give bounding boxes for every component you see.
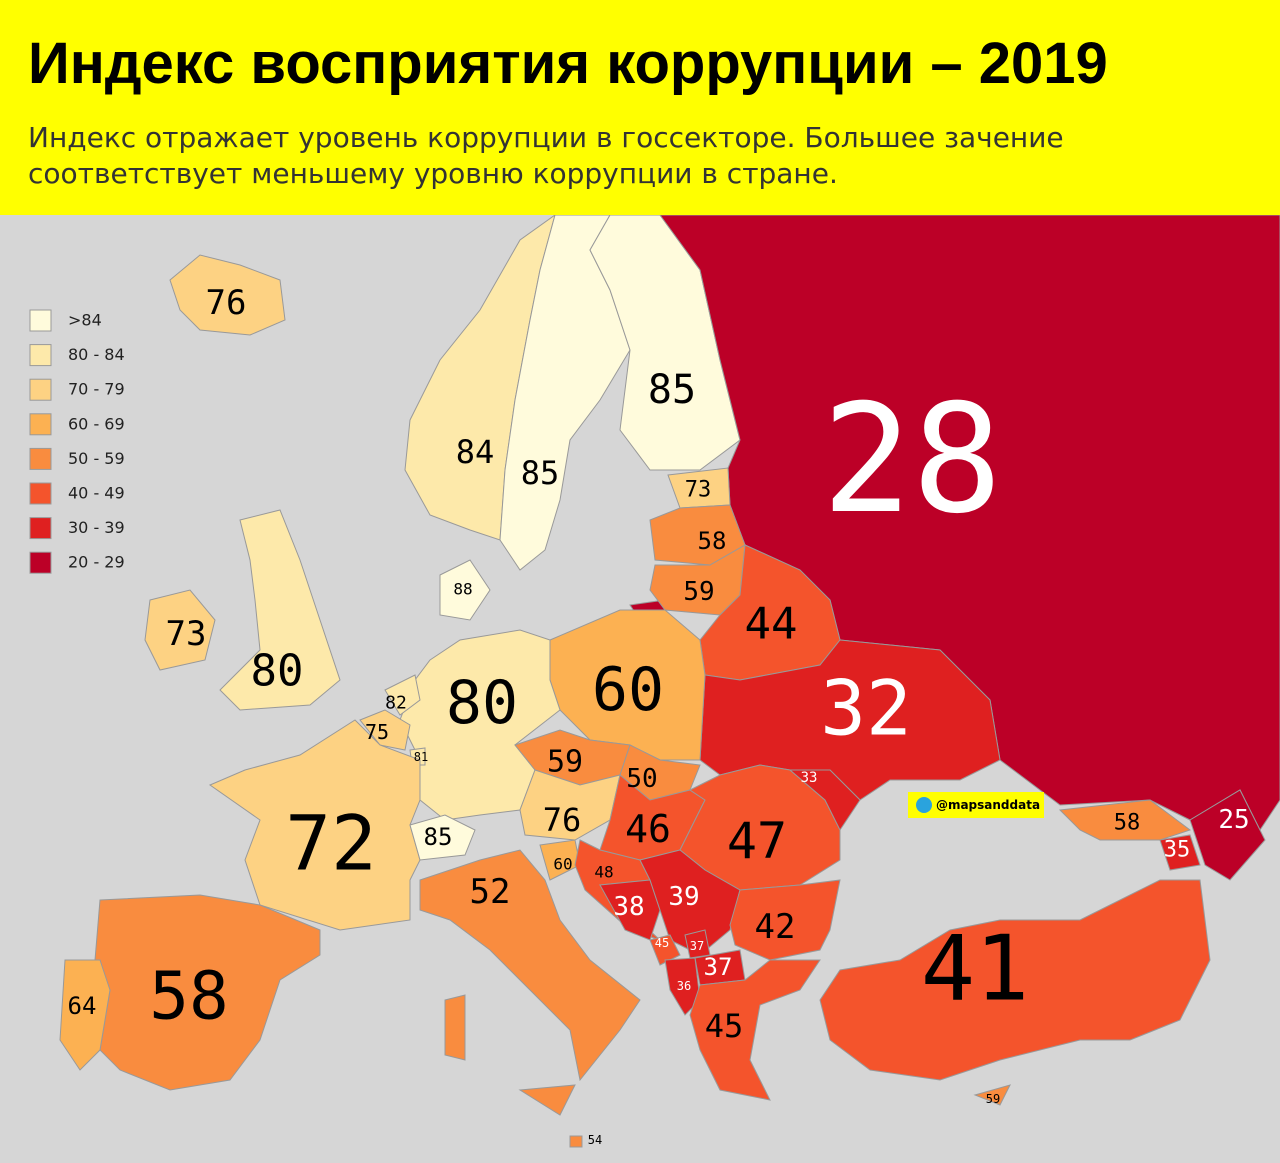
country-value: 84 [456, 433, 495, 471]
country-value: 75 [365, 720, 389, 744]
country-value: 85 [648, 367, 696, 413]
country-value: 25 [1218, 805, 1249, 835]
country-value: 82 [385, 693, 407, 714]
country-shape [359, 709, 411, 751]
country-value: 33 [801, 770, 818, 786]
country-shape [59, 959, 111, 1071]
country-value: 39 [668, 882, 699, 912]
country-value: 42 [755, 907, 796, 947]
country-value: 32 [820, 664, 912, 753]
legend-label: 40 - 49 [68, 484, 125, 503]
country-value: 58 [1114, 811, 1141, 836]
legend-swatch [29, 551, 52, 574]
country-shape [788, 769, 861, 831]
country-value: 37 [704, 953, 733, 981]
credit-badge: @mapsanddata [908, 792, 1044, 818]
legend-label: 50 - 59 [68, 449, 125, 468]
country-value: 72 [285, 799, 377, 888]
country-value: 45 [705, 1007, 744, 1045]
legend-label: 70 - 79 [68, 380, 125, 399]
country-value: 38 [613, 892, 644, 922]
country-value: 46 [625, 807, 671, 851]
country-shape [169, 254, 286, 336]
legend-label: >84 [68, 311, 102, 330]
country-shape [1159, 834, 1201, 871]
country-shape [729, 879, 841, 961]
country-shape [819, 879, 1211, 1081]
country-value: 54 [588, 1133, 602, 1147]
country-shape [973, 1084, 1011, 1106]
country-value: 28 [822, 373, 1003, 547]
country-shape [444, 994, 466, 1061]
legend-swatch [29, 413, 52, 436]
legend-label: 60 - 69 [68, 414, 125, 433]
legend-swatch [29, 344, 52, 367]
country-value: 60 [592, 655, 664, 725]
country-shape [689, 959, 821, 1101]
country-value: 58 [698, 527, 727, 555]
country-value: 64 [68, 992, 97, 1020]
country-value: 85 [521, 454, 560, 492]
country-value: 48 [594, 863, 613, 882]
country-shape [1189, 789, 1266, 881]
country-shape [649, 934, 681, 966]
legend-label: 30 - 39 [68, 518, 125, 537]
country-value: 76 [206, 283, 247, 323]
legend-label: 80 - 84 [68, 345, 125, 364]
country-value: 41 [921, 917, 1029, 1022]
country-value: 76 [543, 801, 582, 839]
country-value: 37 [690, 939, 704, 953]
country-shape [518, 1084, 576, 1116]
country-value: 58 [149, 958, 228, 1035]
country-value: 73 [685, 478, 712, 503]
country-value: 52 [470, 872, 511, 912]
country-value: 60 [553, 855, 572, 874]
country-value: 73 [166, 614, 207, 654]
country-value: 59 [683, 577, 714, 607]
legend-swatch [29, 482, 52, 505]
country-value: 80 [251, 646, 304, 697]
legend-label: 20 - 29 [68, 553, 125, 572]
land [59, 213, 1280, 1148]
country-value: 59 [547, 745, 583, 780]
country-shape [599, 879, 661, 941]
country-shape [639, 849, 741, 956]
legend-swatch [29, 309, 52, 332]
credit: @mapsanddata [936, 798, 1040, 812]
legend-swatch [29, 447, 52, 470]
country-value: 50 [626, 764, 657, 794]
title: Индекс восприятия коррупции – 2019 [28, 31, 1108, 96]
country-shape [144, 589, 216, 671]
legend: >84 80 - 84 70 - 79 60 - 69 50 - 59 40 - 49 30… [29, 309, 125, 574]
country-value: 35 [1164, 838, 1191, 863]
country-value: 45 [655, 936, 669, 950]
labels: 76 84 85 85 28 73 58 59 44 32 60 80 88 80 73 82 75 81 72 85… [68, 283, 1250, 1147]
legend-swatch [29, 378, 52, 401]
country-value: 59 [986, 1092, 1000, 1106]
subtitle: Индекс отражает уровень коррупции в госс… [28, 121, 1064, 190]
country-shape [208, 719, 421, 931]
country-value: 36 [677, 979, 691, 993]
country-value: 44 [745, 599, 798, 650]
country-shape [439, 559, 491, 621]
country-value: 88 [453, 580, 472, 599]
country-shape [419, 849, 641, 1082]
country-shape [219, 509, 341, 711]
telegram-icon [916, 797, 932, 813]
country-value: 85 [424, 823, 453, 851]
country-shape [409, 814, 476, 861]
country-shape [569, 1135, 583, 1148]
legend-swatch [29, 517, 52, 540]
country-value: 80 [446, 668, 518, 738]
header: Индекс восприятия коррупции – 2019 Индек… [0, 0, 1280, 215]
country-value: 47 [727, 812, 787, 870]
country-shape [384, 674, 421, 716]
country-value: 81 [414, 750, 428, 764]
